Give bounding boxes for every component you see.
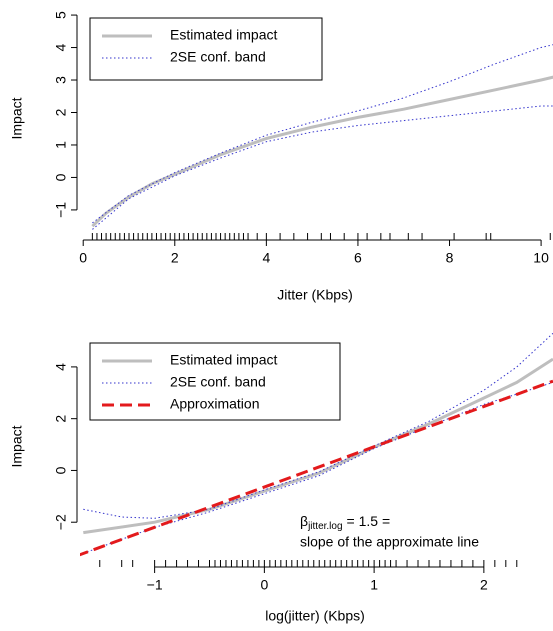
x-axis-label: log(jitter) (Kbps) bbox=[265, 608, 365, 624]
legend-label: 2SE conf. band bbox=[170, 374, 266, 390]
y-axis-label: Impact bbox=[9, 97, 25, 139]
series-line bbox=[92, 44, 553, 224]
legend-box bbox=[89, 17, 323, 81]
plot-area bbox=[91, 44, 553, 230]
annotation: βjitter.log = 1.5 = bbox=[300, 513, 390, 532]
series-line bbox=[80, 379, 553, 557]
x-tick-label: −1 bbox=[147, 577, 163, 593]
x-tick-label: 8 bbox=[446, 250, 454, 266]
x-tick-label: 4 bbox=[262, 250, 270, 266]
y-tick-label: 5 bbox=[53, 11, 69, 19]
y-tick-label: −2 bbox=[53, 514, 69, 530]
y-tick-label: 2 bbox=[53, 415, 69, 423]
x-tick-label: 1 bbox=[370, 577, 378, 593]
annotation-line2: slope of the approximate line bbox=[300, 534, 479, 550]
annotation-text: = 1.5 = bbox=[347, 513, 391, 529]
y-tick-label: 4 bbox=[53, 363, 69, 371]
x-axis-label: Jitter (Kbps) bbox=[277, 287, 352, 303]
x-tick-label: 10 bbox=[533, 250, 549, 266]
x-tick-label: 0 bbox=[79, 250, 87, 266]
y-tick-label: 4 bbox=[53, 43, 69, 51]
y-tick-label: 0 bbox=[53, 173, 69, 181]
y-tick-label: 1 bbox=[53, 141, 69, 149]
annotation-symbol: β bbox=[300, 513, 308, 529]
legend-label: Estimated impact bbox=[170, 27, 277, 43]
y-tick-label: 2 bbox=[53, 108, 69, 116]
x-tick-label: 2 bbox=[171, 250, 179, 266]
legend-label: 2SE conf. band bbox=[170, 49, 266, 65]
x-tick-label: 6 bbox=[354, 250, 362, 266]
y-tick-label: 0 bbox=[53, 466, 69, 474]
y-tick-label: −1 bbox=[53, 202, 69, 218]
x-tick-label: 0 bbox=[260, 577, 268, 593]
series-line bbox=[91, 75, 553, 228]
x-tick-label: 2 bbox=[480, 577, 488, 593]
y-tick-label: 3 bbox=[53, 76, 69, 84]
y-axis-label: Impact bbox=[9, 425, 25, 467]
plot-area bbox=[80, 333, 553, 557]
legend-box bbox=[89, 342, 341, 421]
legend-label: Estimated impact bbox=[170, 352, 277, 368]
legend-label: Approximation bbox=[170, 396, 260, 412]
series-line bbox=[83, 333, 553, 519]
annotation-subscript: jitter.log bbox=[307, 521, 342, 532]
